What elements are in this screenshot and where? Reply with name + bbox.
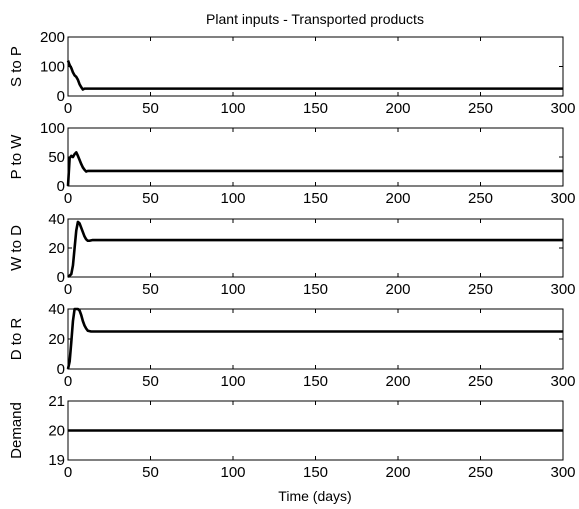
plot-area	[67, 218, 564, 278]
y-tick-label: 0	[57, 88, 65, 105]
x-tick-label: 300	[550, 190, 575, 207]
y-axis-label: Demand	[8, 402, 25, 459]
x-tick-label: 150	[303, 100, 328, 117]
x-tick-label: 200	[385, 464, 410, 481]
x-tick-label: 250	[468, 464, 493, 481]
x-tick-label: 100	[220, 100, 245, 117]
x-tick-label: 0	[64, 100, 72, 117]
series-line	[66, 151, 563, 187]
subplot-3: 0 50 100 150 200 250 300 0 20 40 W to D	[8, 211, 576, 298]
x-tick-label: 200	[385, 190, 410, 207]
x-tick-label: 200	[385, 373, 410, 390]
x-tick-label: 0	[64, 281, 72, 298]
x-tick-label: 300	[550, 100, 575, 117]
x-tick-label: 150	[303, 190, 328, 207]
y-tick-label: 100	[40, 120, 65, 137]
series-line	[66, 307, 563, 370]
y-axis-label: W to D	[8, 225, 25, 271]
series-line	[66, 60, 563, 91]
figure-title: Plant inputs - Transported products	[206, 11, 424, 27]
y-tick-label: 20	[48, 423, 65, 440]
x-tick-label: 0	[64, 464, 72, 481]
x-tick-label: 50	[142, 281, 159, 298]
x-tick-label: 200	[385, 281, 410, 298]
x-tick-label: 250	[468, 281, 493, 298]
series-line	[67, 220, 563, 278]
y-tick-label: 19	[48, 452, 65, 469]
x-tick-label: 50	[142, 464, 159, 481]
x-tick-label: 300	[550, 373, 575, 390]
x-tick-label: 300	[550, 281, 575, 298]
x-tick-label: 50	[142, 100, 159, 117]
y-tick-label: 40	[48, 211, 65, 228]
y-tick-label: 40	[48, 301, 65, 318]
y-axis-label: S to P	[8, 46, 25, 87]
x-tick-label: 100	[220, 190, 245, 207]
x-tick-label: 250	[468, 373, 493, 390]
x-tick-label: 200	[385, 100, 410, 117]
x-tick-label: 0	[64, 373, 72, 390]
y-tick-label: 20	[48, 240, 65, 257]
subplot-4: 0 50 100 150 200 250 300 0 20 40 D to R	[8, 301, 576, 390]
x-tick-label: 50	[142, 190, 159, 207]
x-tick-label: 150	[303, 464, 328, 481]
subplot-5: 0 50 100 150 200 250 300 19 20 21 Demand	[8, 393, 576, 481]
x-tick-label: 250	[468, 190, 493, 207]
x-tick-label: 0	[64, 190, 72, 207]
x-tick-label: 100	[220, 281, 245, 298]
y-tick-label: 21	[48, 393, 65, 410]
y-tick-label: 200	[40, 29, 65, 46]
y-axis-label: D to R	[8, 318, 25, 361]
y-tick-label: 0	[57, 269, 65, 286]
x-tick-label: 250	[468, 100, 493, 117]
x-tick-label: 150	[303, 373, 328, 390]
plot-area	[67, 308, 564, 370]
plot-area	[67, 127, 564, 187]
y-tick-label: 100	[40, 59, 65, 76]
subplot-1: 0 50 100 150 200 250 300 0 100 200 S to P	[8, 29, 576, 117]
x-tick-label: 50	[142, 373, 159, 390]
x-tick-label: 100	[220, 373, 245, 390]
x-tick-label: 150	[303, 281, 328, 298]
y-tick-label: 0	[57, 178, 65, 195]
x-tick-label: 300	[550, 464, 575, 481]
subplot-2: 0 50 100 150 200 250 300 0 50 100 P to W	[8, 120, 576, 207]
y-tick-label: 0	[57, 361, 65, 378]
y-tick-label: 50	[48, 149, 65, 166]
x-tick-label: 100	[220, 464, 245, 481]
y-axis-label: P to W	[8, 134, 25, 180]
plot-area	[67, 36, 564, 97]
y-tick-label: 20	[48, 331, 65, 348]
x-axis-label: Time (days)	[278, 488, 351, 504]
